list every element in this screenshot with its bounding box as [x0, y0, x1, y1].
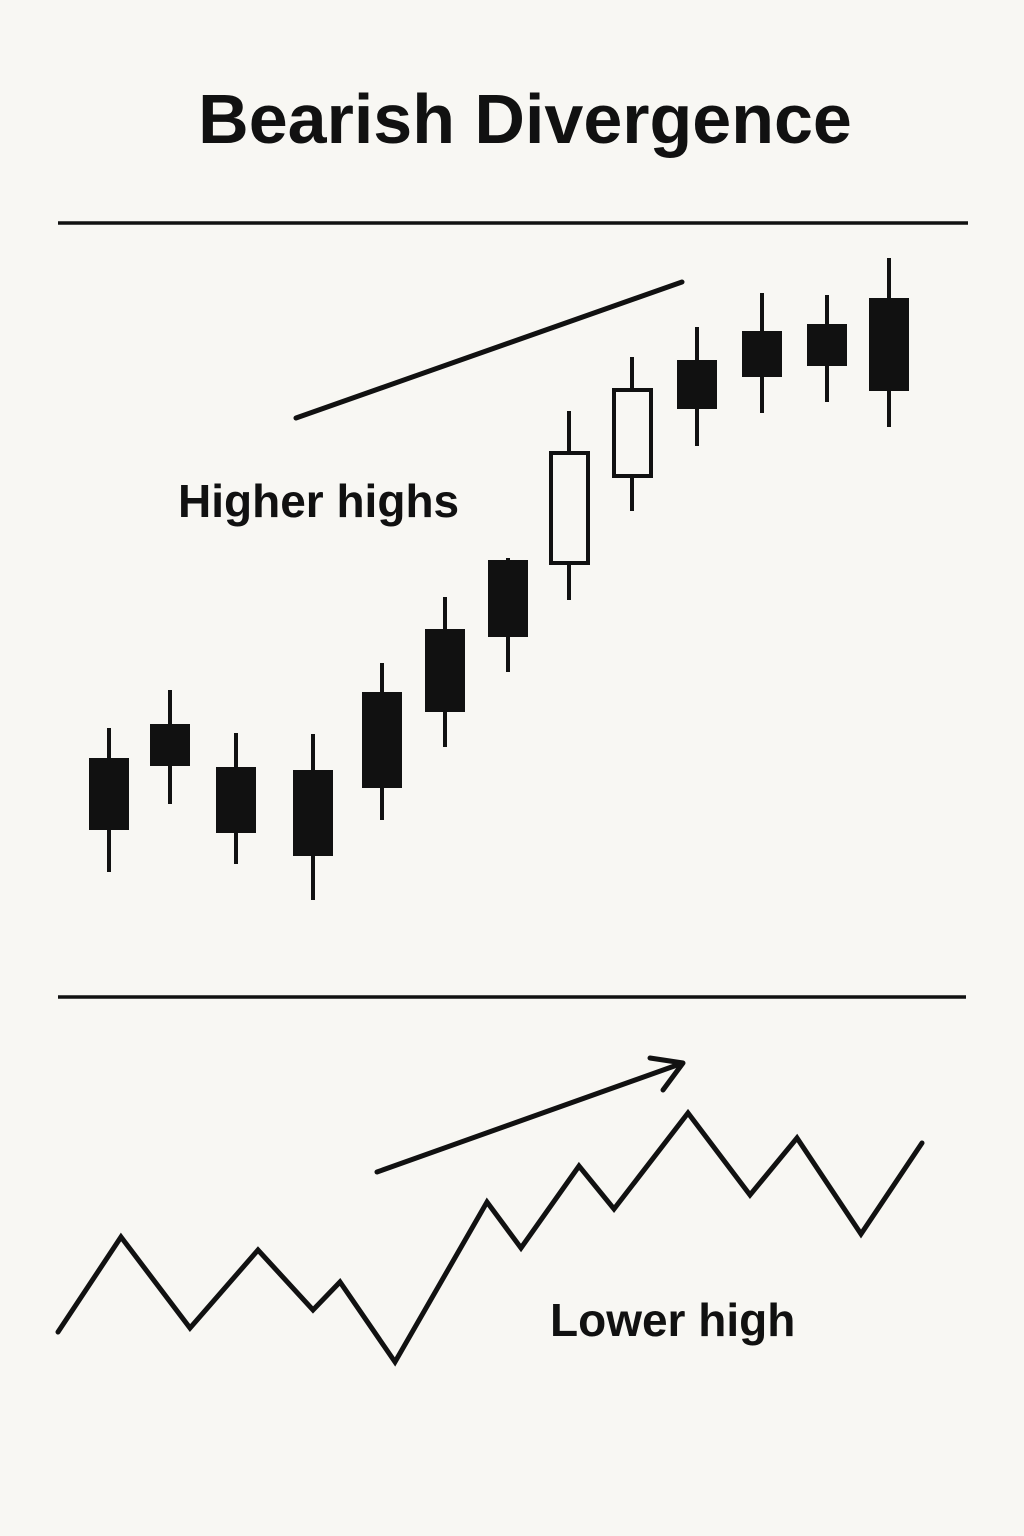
candle-body	[293, 770, 333, 856]
candle-body	[150, 724, 190, 766]
oscillator-label: Lower high	[550, 1294, 795, 1346]
price-label: Higher highs	[178, 475, 459, 527]
trend-line	[293, 279, 685, 421]
oscillator-line	[55, 1108, 925, 1367]
title: Bearish Divergence	[198, 80, 852, 158]
candle-body	[677, 360, 717, 409]
candle-body	[425, 629, 465, 712]
candle-body	[216, 767, 256, 833]
candle-body	[549, 451, 590, 565]
candle-body	[362, 692, 402, 788]
candle-body	[869, 298, 909, 391]
candle-body	[488, 560, 528, 637]
candlesticks	[89, 258, 909, 900]
candle-body	[612, 388, 653, 478]
arrow-head	[647, 1055, 686, 1093]
arrow-line	[374, 1061, 683, 1175]
candle-body	[89, 758, 129, 830]
candle-body	[807, 324, 847, 366]
candle-body	[742, 331, 782, 377]
